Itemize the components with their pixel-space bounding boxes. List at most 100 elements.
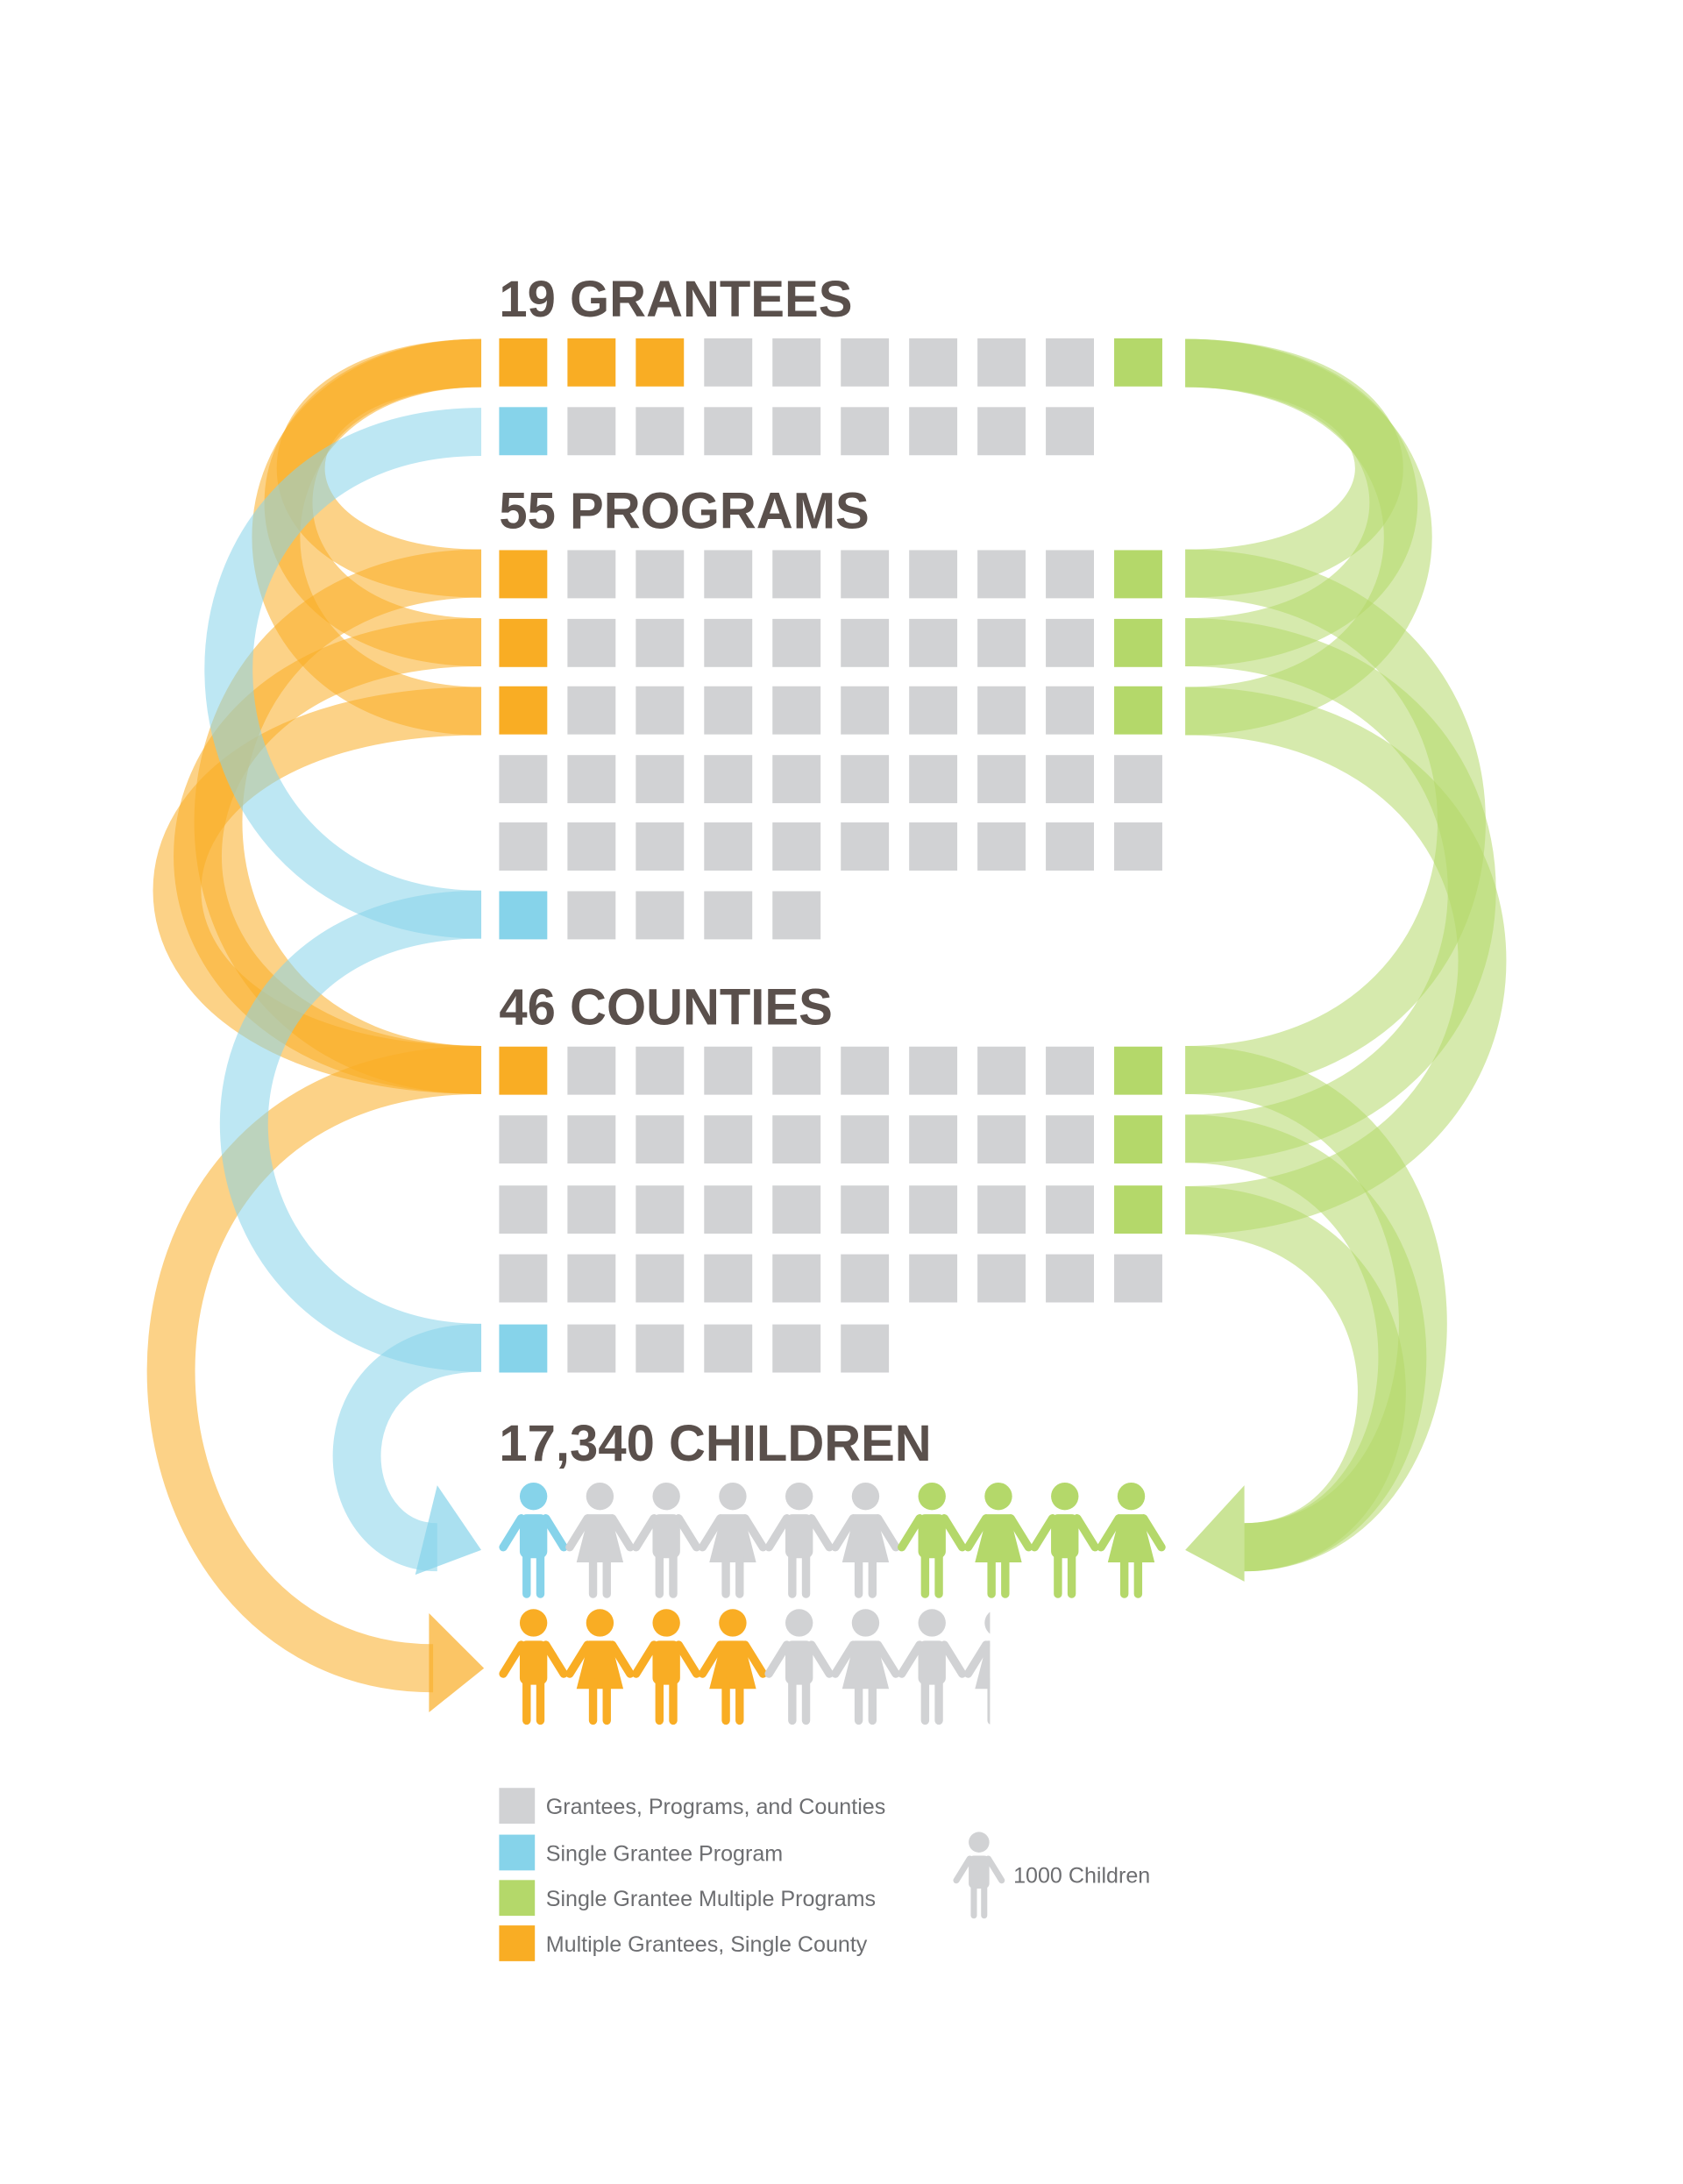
square bbox=[909, 755, 958, 804]
child-body bbox=[785, 1640, 813, 1685]
legend-label: Single Grantee Program bbox=[546, 1841, 783, 1866]
child-leg bbox=[981, 1883, 988, 1919]
child-body bbox=[519, 1514, 548, 1559]
child-head bbox=[785, 1482, 813, 1511]
square bbox=[704, 338, 753, 387]
square bbox=[704, 407, 753, 456]
square bbox=[1046, 1254, 1094, 1303]
arrow-head bbox=[429, 1613, 485, 1712]
square bbox=[567, 1115, 616, 1164]
square bbox=[704, 1046, 753, 1095]
flow-arc bbox=[1185, 338, 1432, 736]
child-icon bbox=[764, 1482, 834, 1598]
square bbox=[772, 618, 821, 667]
square bbox=[841, 338, 890, 387]
children-row bbox=[499, 1609, 991, 1725]
child-body bbox=[842, 1514, 890, 1562]
legend: Grantees, Programs, and Counties Single … bbox=[499, 1788, 1150, 1961]
child-arms bbox=[499, 1514, 568, 1552]
square bbox=[841, 1046, 890, 1095]
square bbox=[841, 1185, 890, 1234]
section-title: 17,340 CHILDREN bbox=[499, 1415, 931, 1472]
square bbox=[1046, 1046, 1094, 1095]
flow-arc bbox=[1184, 1185, 1406, 1572]
child-head bbox=[918, 1609, 946, 1637]
square bbox=[772, 822, 821, 871]
child-icon bbox=[698, 1609, 768, 1725]
child-leg bbox=[987, 1551, 996, 1598]
child-leg bbox=[522, 1677, 531, 1725]
child-leg bbox=[602, 1551, 611, 1598]
square bbox=[567, 891, 616, 940]
legend-label: Multiple Grantees, Single County bbox=[546, 1932, 868, 1957]
child-head bbox=[851, 1609, 880, 1637]
square bbox=[909, 822, 958, 871]
square bbox=[567, 822, 616, 871]
child-icon bbox=[565, 1482, 635, 1598]
square bbox=[636, 1324, 685, 1373]
child-leg bbox=[868, 1551, 877, 1598]
square bbox=[704, 1324, 753, 1373]
square bbox=[704, 618, 753, 667]
square bbox=[772, 1254, 821, 1303]
child-leg bbox=[735, 1677, 744, 1725]
child-leg bbox=[987, 1678, 991, 1725]
child-arms bbox=[631, 1514, 701, 1552]
child-leg bbox=[735, 1551, 744, 1598]
child-body bbox=[1107, 1514, 1155, 1562]
square bbox=[841, 407, 890, 456]
child-icon bbox=[698, 1482, 768, 1598]
child-leg bbox=[669, 1551, 678, 1598]
child-leg bbox=[868, 1677, 877, 1725]
child-arms bbox=[831, 1514, 900, 1552]
child-leg bbox=[801, 1677, 811, 1725]
square bbox=[1114, 755, 1162, 804]
child-head bbox=[785, 1609, 813, 1637]
child-body bbox=[576, 1514, 624, 1562]
square bbox=[1114, 550, 1162, 599]
square bbox=[909, 550, 958, 599]
square bbox=[499, 1324, 548, 1373]
square bbox=[909, 686, 958, 735]
section-title: 19 GRANTEES bbox=[499, 271, 852, 328]
square bbox=[567, 407, 616, 456]
child-head bbox=[519, 1609, 548, 1637]
square bbox=[977, 822, 1026, 871]
child-arms bbox=[953, 1855, 1005, 1884]
child-leg bbox=[934, 1551, 943, 1598]
square bbox=[1114, 686, 1162, 735]
child-leg bbox=[854, 1551, 863, 1598]
child-arms bbox=[963, 1514, 1033, 1552]
child-arms bbox=[831, 1640, 900, 1678]
child-body bbox=[918, 1514, 946, 1559]
child-head bbox=[719, 1482, 747, 1511]
square bbox=[841, 618, 890, 667]
child-leg bbox=[721, 1677, 730, 1725]
child-icon bbox=[963, 1611, 991, 1725]
square bbox=[772, 1046, 821, 1095]
square bbox=[499, 407, 548, 456]
square bbox=[499, 686, 548, 735]
square bbox=[977, 1046, 1026, 1095]
square bbox=[977, 618, 1026, 667]
square bbox=[772, 686, 821, 735]
square bbox=[977, 1254, 1026, 1303]
square bbox=[1046, 1185, 1094, 1234]
square bbox=[567, 1046, 616, 1095]
square bbox=[499, 822, 548, 871]
square bbox=[1046, 1115, 1094, 1164]
flow-arc bbox=[146, 1045, 482, 1693]
child-head bbox=[984, 1482, 1012, 1511]
child-arms bbox=[1097, 1514, 1166, 1552]
child-arms bbox=[897, 1640, 967, 1678]
child-head bbox=[652, 1609, 680, 1637]
square bbox=[636, 407, 685, 456]
square bbox=[1114, 1115, 1162, 1164]
child-arms bbox=[565, 1514, 635, 1552]
square bbox=[567, 1254, 616, 1303]
square bbox=[704, 755, 753, 804]
child-leg bbox=[1133, 1551, 1143, 1598]
child-head bbox=[652, 1482, 680, 1511]
